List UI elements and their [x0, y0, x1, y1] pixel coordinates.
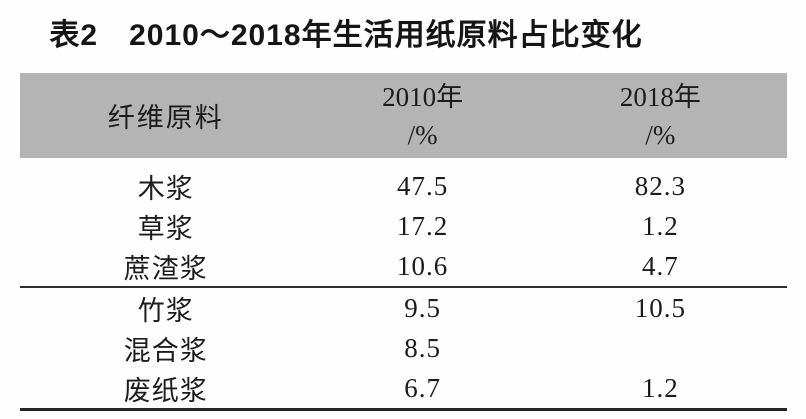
- header-year-2010-label: 2010年: [382, 81, 464, 112]
- header-year-2010-unit: /%: [407, 119, 438, 150]
- table-caption: 表2 2010～2018年生活用纸原料占比变化: [49, 19, 643, 52]
- cell-2010-value: 47.5: [397, 170, 449, 201]
- cell-2010-value: 17.2: [397, 210, 449, 241]
- cell-material: 废纸浆: [123, 375, 208, 406]
- cell-2010-value: 8.5: [404, 332, 442, 363]
- cell-2010-value: 6.7: [404, 372, 442, 403]
- header-year-2018-unit: /%: [645, 119, 676, 150]
- cell-2010-value: 10.6: [397, 250, 449, 281]
- cell-material: 木浆: [137, 173, 194, 204]
- table-row-wood-pulp: 木浆 47.5 82.3: [20, 166, 787, 206]
- cell-2018-value: 82.3: [634, 170, 687, 201]
- cell-2018-value: 10.5: [634, 292, 687, 323]
- cell-2018-value: 1.2: [642, 372, 679, 403]
- table-row-waste-paper-pulp: 废纸浆 6.7 1.2: [20, 368, 787, 408]
- table-header-row: 纤维原料 2010年 /% 2018年 /%: [20, 73, 787, 158]
- table-row-bamboo-pulp: 竹浆 9.5 10.5: [20, 288, 787, 328]
- cell-2010-value: 9.5: [404, 292, 442, 323]
- raw-material-share-table: 纤维原料 2010年 /% 2018年 /% 木浆 47.5 82.3 草浆 1…: [20, 73, 787, 411]
- cell-material: 竹浆: [137, 295, 194, 326]
- cell-material: 混合浆: [123, 335, 208, 366]
- header-year-2018-label: 2018年: [619, 81, 701, 112]
- table-body: 木浆 47.5 82.3 草浆 17.2 1.2 蔗渣浆 10.6 4.7 竹浆…: [20, 166, 787, 411]
- table-row-bagasse-pulp: 蔗渣浆 10.6 4.7: [20, 246, 787, 286]
- table-row-mixed-pulp: 混合浆 8.5: [20, 328, 787, 368]
- table-row-straw-pulp: 草浆 17.2 1.2: [20, 206, 787, 246]
- cell-material: 草浆: [137, 213, 194, 244]
- cell-2018-value: 4.7: [642, 250, 679, 281]
- cell-material: 蔗渣浆: [123, 253, 208, 284]
- header-fiber-material: 纤维原料: [107, 103, 224, 133]
- header-year-2010: 2010年 /%: [311, 78, 533, 154]
- header-year-2018: 2018年 /%: [534, 78, 787, 154]
- cell-2018-value: 1.2: [642, 210, 679, 241]
- group-divider-rule: [20, 286, 787, 288]
